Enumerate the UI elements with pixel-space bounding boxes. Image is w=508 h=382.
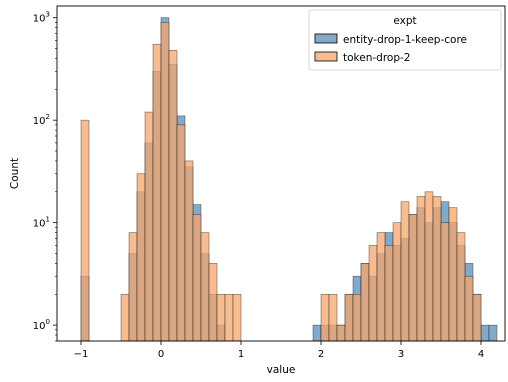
histogram-bar	[400, 201, 410, 342]
y-tick-label: 102	[33, 113, 50, 127]
histogram-bar	[384, 245, 394, 342]
legend-swatch-entity-drop-1-keep-core	[314, 33, 338, 44]
legend-box	[308, 9, 502, 71]
y-tick-label: 101	[33, 216, 50, 230]
histogram-bar	[440, 222, 450, 342]
histogram-bar	[480, 324, 490, 342]
histogram-bar	[208, 263, 218, 342]
histogram-bar	[144, 111, 154, 342]
histogram-bar	[368, 245, 378, 342]
legend-label-token-drop-2: token-drop-2	[343, 52, 410, 64]
y-axis: 100 101 102 103	[33, 11, 57, 342]
histogram-bar	[424, 191, 434, 342]
legend-swatch-token-drop-2	[314, 51, 338, 62]
histogram-bar	[168, 50, 178, 342]
x-tick-label: 1	[238, 349, 244, 360]
histogram-bar	[160, 22, 170, 342]
x-tick-label: −1	[74, 349, 89, 360]
y-axis-label: Count	[9, 158, 21, 189]
histogram-bar	[408, 214, 418, 342]
legend-label-entity-drop-1-keep-core: entity-drop-1-keep-core	[343, 34, 467, 46]
histogram-bar	[328, 293, 338, 342]
histogram-bar	[344, 293, 354, 342]
x-tick-label: 2	[318, 349, 324, 360]
histogram-bar	[392, 222, 402, 342]
legend: expt entity-drop-1-keep-core token-drop-…	[308, 9, 502, 71]
histogram-bar	[120, 293, 130, 342]
histogram-bar	[448, 207, 458, 342]
histogram-bar	[176, 124, 186, 342]
histogram-bar	[360, 263, 370, 342]
histogram-bar	[320, 293, 330, 342]
histogram-bar	[136, 173, 146, 342]
histogram-bar	[80, 119, 90, 342]
legend-title: expt	[393, 15, 416, 27]
histogram-bar	[184, 160, 194, 342]
x-axis-label: value	[267, 364, 296, 376]
histogram-bar	[488, 324, 498, 342]
histogram-bar	[128, 232, 138, 342]
y-tick-label: 103	[33, 11, 50, 25]
histogram-bar	[216, 293, 226, 342]
histogram-bar	[416, 196, 426, 342]
histogram-bar	[312, 324, 322, 342]
x-tick-label: 3	[398, 349, 404, 360]
x-axis: −1 0 1 2 3 4	[74, 341, 484, 360]
histogram-bar	[152, 43, 162, 342]
histogram-bar	[456, 232, 466, 342]
x-tick-label: 4	[478, 349, 484, 360]
histogram-bar	[232, 293, 242, 342]
histogram-bar	[432, 196, 442, 342]
histogram-bar	[192, 214, 202, 342]
histogram-bar	[336, 324, 346, 342]
x-tick-label: 0	[158, 349, 164, 360]
histogram-bar	[224, 293, 234, 342]
histogram-bar	[464, 275, 474, 342]
histogram-bar	[472, 293, 482, 342]
histogram-bar	[200, 232, 210, 342]
y-tick-label: 100	[33, 318, 50, 332]
histogram-bar	[376, 232, 386, 342]
histogram-bar	[352, 293, 362, 342]
